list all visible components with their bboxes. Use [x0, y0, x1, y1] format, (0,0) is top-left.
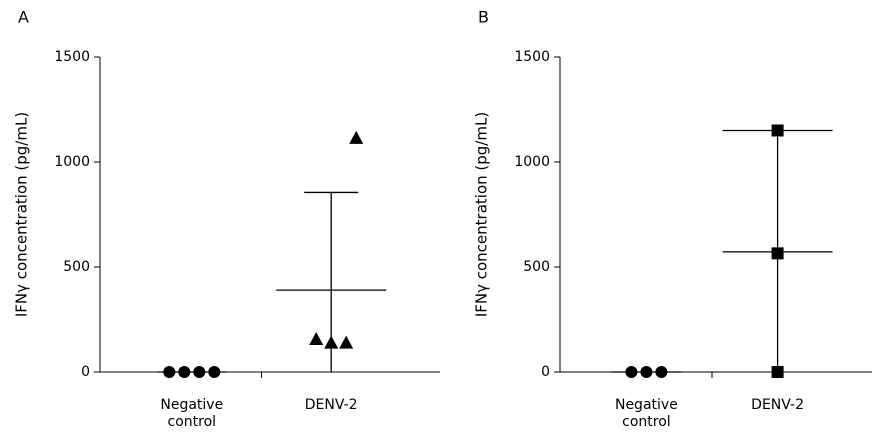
- y-axis-label: IFNγ concentration (pg/mL): [473, 112, 491, 317]
- y-tick-label: 1500: [54, 49, 90, 65]
- point: [178, 366, 191, 378]
- y-tick-label: 0: [81, 364, 90, 380]
- point: [625, 366, 638, 378]
- y-tick-label: 1000: [54, 154, 90, 170]
- point: [324, 335, 339, 349]
- point: [193, 366, 206, 378]
- point: [163, 366, 176, 378]
- point: [309, 332, 324, 346]
- point: [208, 366, 221, 378]
- point: [640, 366, 653, 378]
- y-axis-label: IFNγ concentration (pg/mL): [13, 112, 31, 317]
- point: [771, 247, 784, 260]
- panel-label: B: [478, 8, 489, 27]
- x-tick-label: DENV-2: [304, 397, 358, 413]
- point: [655, 366, 668, 378]
- point: [339, 335, 354, 349]
- x-tick-label: Negative control: [614, 397, 678, 430]
- y-tick-label: 1500: [514, 49, 550, 65]
- y-tick-label: 0: [541, 364, 550, 380]
- point: [349, 130, 364, 144]
- y-tick-label: 500: [63, 259, 90, 275]
- point: [771, 124, 784, 137]
- point: [771, 366, 784, 378]
- x-tick-label: DENV-2: [751, 397, 804, 413]
- y-tick-label: 1000: [514, 154, 550, 170]
- panel-label: A: [18, 8, 29, 27]
- x-tick-label: Negative control: [160, 397, 224, 430]
- y-tick-label: 500: [523, 259, 550, 275]
